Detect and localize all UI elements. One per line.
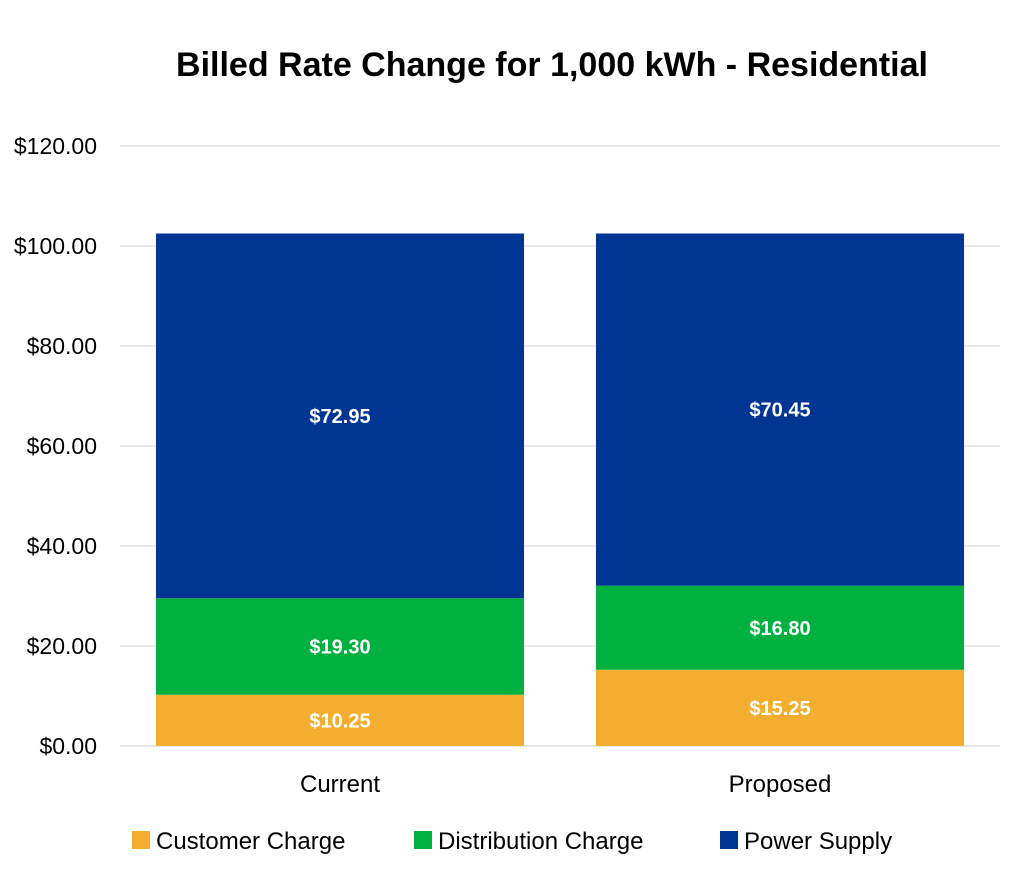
bars: [156, 233, 964, 746]
bar-segment-customer-charge: [596, 669, 964, 746]
y-tick-label: $120.00: [14, 133, 97, 159]
y-tick-label: $80.00: [27, 333, 97, 359]
x-axis-category-labels: Current Proposed: [300, 771, 831, 798]
legend-swatch: [132, 831, 150, 849]
y-tick-label: $0.00: [39, 733, 97, 759]
data-label: $19.30: [309, 637, 370, 659]
data-label: $10.25: [309, 710, 370, 732]
data-label: $16.80: [749, 618, 810, 640]
bar-segment-distribution-charge: [156, 598, 524, 695]
chart-title: Billed Rate Change for 1,000 kWh - Resid…: [176, 46, 928, 84]
bar-segment-power-supply: [156, 233, 524, 599]
bar-segment-customer-charge: [156, 694, 524, 746]
bar-segment-power-supply: [596, 233, 964, 586]
legend-label: Customer Charge: [156, 828, 345, 855]
y-tick-label: $60.00: [27, 433, 97, 459]
legend-swatch: [720, 831, 738, 849]
data-labels: $10.25 $19.30 $72.95 $15.25 $16.80 $70.45: [309, 400, 810, 733]
data-label: $70.45: [749, 400, 810, 422]
data-label: $15.25: [749, 698, 810, 720]
y-axis-tick-labels: $0.00 $20.00 $40.00 $60.00 $80.00 $100.00 $120…: [14, 133, 97, 759]
y-tick-label: $100.00: [14, 233, 97, 259]
legend: Customer Charge Distribution Charge Power …: [132, 828, 892, 855]
data-label: $72.95: [309, 406, 370, 428]
y-tick-label: $40.00: [27, 533, 97, 559]
legend-label: Power Supply: [744, 828, 892, 855]
legend-swatch: [414, 831, 432, 849]
x-category-label: Proposed: [729, 771, 832, 798]
x-category-label: Current: [300, 771, 380, 798]
legend-label: Distribution Charge: [438, 828, 643, 855]
bar-segment-distribution-charge: [596, 585, 964, 670]
y-tick-label: $20.00: [27, 633, 97, 659]
